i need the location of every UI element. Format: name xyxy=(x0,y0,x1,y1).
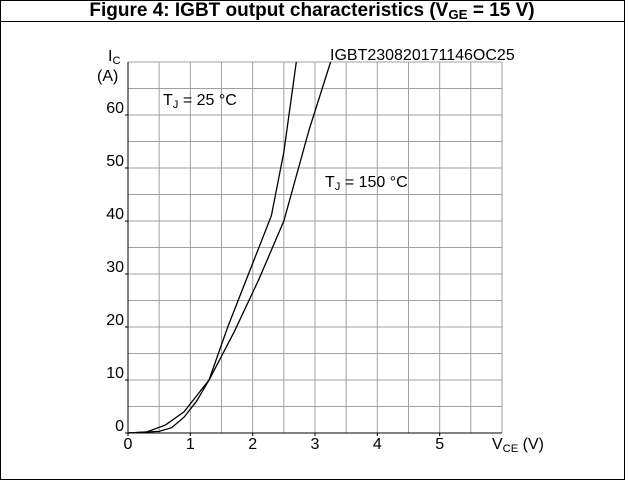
y-tick-label: 60 xyxy=(106,100,124,117)
curve-label-part: = 150 °C xyxy=(340,174,407,191)
curve-label-part: = 25 °C xyxy=(178,92,236,109)
y-tick-label: 10 xyxy=(106,365,124,382)
x-axis-label-part: V xyxy=(492,436,503,453)
chart-title-sub: GE xyxy=(448,7,467,22)
curve xyxy=(127,61,332,434)
x-tick-label: 0 xyxy=(124,436,133,453)
curve-label-sub: J xyxy=(335,181,341,193)
curve-label: TJ = 150 °C xyxy=(325,174,408,193)
chart-title-part: Figure 4: IGBT output characteristics (V xyxy=(89,0,448,21)
figure-code: IGBT230820171146OC25 xyxy=(330,47,515,64)
x-tick-label: 2 xyxy=(248,436,257,453)
curve-label: TJ = 25 °C xyxy=(163,92,237,111)
chart-title: Figure 4: IGBT output characteristics (V… xyxy=(89,0,534,22)
curve-label-part: T xyxy=(163,92,173,109)
chart-title-part: = 15 V) xyxy=(468,0,535,21)
x-tick-label: 5 xyxy=(435,436,444,453)
y-axis-label: IC xyxy=(108,48,121,67)
x-tick-label: 4 xyxy=(373,436,382,453)
x-tick-label: 3 xyxy=(311,436,320,453)
curve-label-sub: J xyxy=(173,99,179,111)
y-tick-label: 0 xyxy=(115,418,124,435)
y-axis-unit: (A) xyxy=(97,68,118,85)
x-axis-label-sub: CE xyxy=(503,443,519,455)
y-tick-label: 50 xyxy=(106,153,124,170)
x-axis-label-part: (V) xyxy=(518,436,544,453)
y-axis-label-part: I xyxy=(108,48,112,65)
x-tick-label: 1 xyxy=(186,436,195,453)
y-axis-label-sub: C xyxy=(112,55,120,67)
y-tick-label: 40 xyxy=(106,206,124,223)
x-axis-label: VCE (V) xyxy=(492,436,544,455)
y-tick-label: 30 xyxy=(106,259,124,276)
y-tick-label: 20 xyxy=(106,312,124,329)
curve-label-part: T xyxy=(325,174,335,191)
